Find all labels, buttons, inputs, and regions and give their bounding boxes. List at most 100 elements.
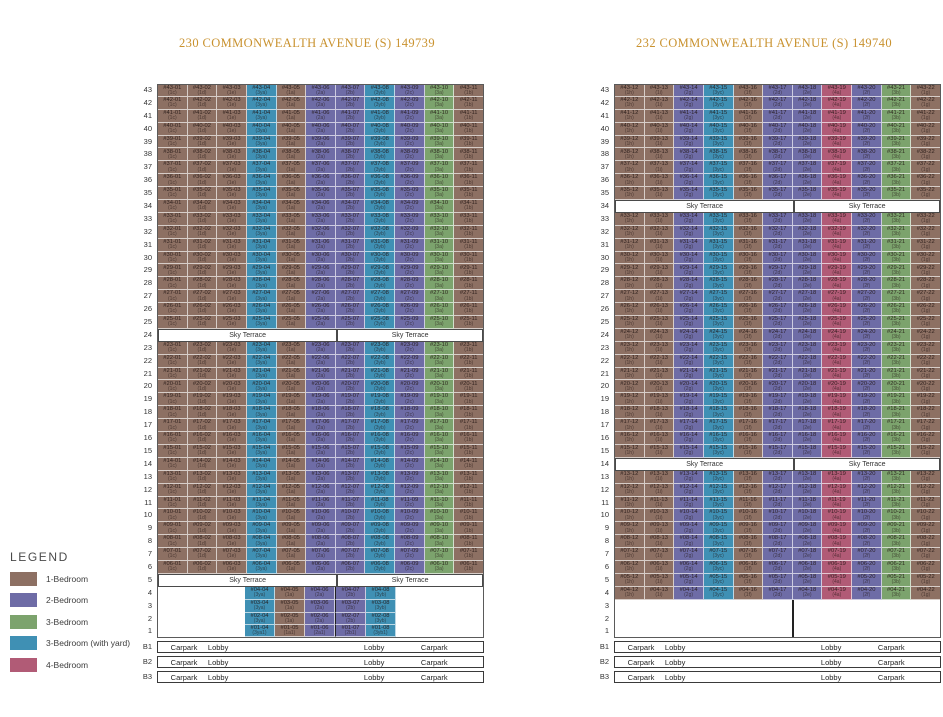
floor-row-26: 26 #26-12 (1h) #26-13 (1i) #26-14 (2g) #26-15 (3… xyxy=(587,303,941,317)
floor-label: 6 xyxy=(604,561,609,571)
unit-cell: #12-20 (2f) xyxy=(852,483,882,497)
empty-slot xyxy=(216,612,245,626)
floor-row-16: 16 #16-12 (1h) #16-13 (1i) #16-14 (2g) #16-15 (3… xyxy=(587,432,941,445)
floor-cells: #18-01 (1c) #18-02 (1d) #18-03 (1e) #18-04 (3ya… xyxy=(157,406,484,420)
floor-row-35: 35 #35-12 (1h) #35-13 (1i) #35-14 (2g) #35-15 (3… xyxy=(587,187,941,201)
unit-cell: #10-16 (1f) xyxy=(733,509,764,523)
unit-cell: #18-19 (4a) xyxy=(822,406,853,420)
unit-cell: #40-06 (2a) xyxy=(306,122,336,136)
unit-cell: #26-01 (1c) xyxy=(158,303,188,317)
floor-cells: #41-01 (1c) #41-02 (1d) #41-03 (1e) #41-04 (3ya… xyxy=(157,109,484,123)
unit-cell: #37-14 (2g) xyxy=(674,161,704,175)
unit-cell: #27-14 (2g) xyxy=(674,290,704,304)
unit-cell: #29-19 (4a) xyxy=(822,264,853,278)
unit-cell: #08-07 (2b) xyxy=(335,535,366,549)
unit-cell: #38-14 (2g) xyxy=(674,148,704,162)
unit-cell: #06-10 (3a) xyxy=(424,560,455,574)
unit-cell: #10-10 (3a) xyxy=(424,509,455,523)
unit-cell: #11-08 (3yb) xyxy=(365,496,396,510)
unit-cell: #26-20 (2f) xyxy=(852,303,882,317)
floor-cells: #06-12 (1h) #06-13 (1i) #06-14 (2g) #06-15 (3yc… xyxy=(614,560,941,574)
unit-cell: #10-04 (3ya) xyxy=(246,509,277,523)
unit-cell: #20-22 (1g) xyxy=(911,380,941,394)
unit-cell: #10-03 (1e) xyxy=(217,509,247,523)
unit-cell: #25-22 (1g) xyxy=(911,316,941,329)
unit-cell: #33-14 (2g) xyxy=(674,212,704,226)
unit-cell: #17-12 (1h) xyxy=(615,419,645,433)
unit-cell: #09-09 (2c) xyxy=(395,522,425,536)
floor-label: 34 xyxy=(143,201,152,211)
unit-cell: #07-07 (2b) xyxy=(335,548,366,561)
unit-cell: #18-01 (1c) xyxy=(158,406,188,420)
unit-cell: #27-05 (1a) xyxy=(276,290,307,304)
unit-cell: #26-16 (1f) xyxy=(733,303,764,317)
floor-row-29: 29 #29-01 (1c) #29-02 (1d) #29-03 (1e) #29-04 (3… xyxy=(130,264,484,278)
unit-cell: #03-08 (3yb) xyxy=(366,599,396,613)
unit-cell: #22-22 (1g) xyxy=(911,354,941,368)
unit-cell: #04-13 (1i) xyxy=(644,586,675,600)
unit-cell: #28-01 (1c) xyxy=(158,277,188,291)
unit-cell: #09-02 (1d) xyxy=(187,522,218,536)
basement-row-B2: B2 Carpark Lobby Lobby Carpark xyxy=(587,655,941,669)
unit-cell: #22-16 (1f) xyxy=(733,354,764,368)
floor-row-27: 27 #27-12 (1h) #27-13 (1i) #27-14 (2g) #27-15 (3… xyxy=(587,290,941,304)
unit-cell: #09-06 (2a) xyxy=(306,522,336,536)
unit-cell: #41-15 (3yc) xyxy=(703,109,734,123)
unit-cell: #36-08 (3yb) xyxy=(365,174,396,188)
floor-cells: #04-04 (3ya) #04-05 (1a) #04-06 (2a) #04-07 (2b… xyxy=(157,586,484,600)
floor-cells: #22-01 (1c) #22-02 (1d) #22-03 (1e) #22-04 (3ya… xyxy=(157,354,484,368)
floor-row-21: 21 #21-01 (1c) #21-02 (1d) #21-03 (1e) #21-04 (3… xyxy=(130,367,484,381)
floor-row-33: 33 #33-01 (1c) #33-02 (1d) #33-03 (1e) #33-04 (3… xyxy=(130,212,484,226)
unit-cell: #06-11 (1b) xyxy=(454,560,484,574)
unit-cell: #37-04 (3ya) xyxy=(246,161,277,175)
floor-label: 2 xyxy=(147,613,152,623)
basement-label: Carpark xyxy=(877,642,905,652)
unit-cell: #18-18 (2e) xyxy=(792,406,823,420)
unit-cell: #42-03 (1e) xyxy=(217,96,247,110)
unit-cell: #13-11 (1b) xyxy=(454,470,484,484)
unit-cell: #10-19 (4a) xyxy=(822,509,853,523)
floor-cells: #30-01 (1c) #30-02 (1d) #30-03 (1e) #30-04 (3ya… xyxy=(157,251,484,265)
floor-label: 28 xyxy=(600,278,609,288)
floor-cells: #17-01 (1c) #17-02 (1d) #17-03 (1e) #17-04 (3ya… xyxy=(157,419,484,433)
unit-cell: #36-09 (2c) xyxy=(395,174,425,188)
sky-terrace: Sky Terrace xyxy=(337,573,483,587)
unit-cell: #19-21 (3b) xyxy=(881,393,912,407)
unit-cell: #41-11 (1b) xyxy=(454,109,484,123)
unit-cell: #10-18 (2e) xyxy=(792,509,823,523)
unit-cell: #27-13 (1i) xyxy=(644,290,675,304)
floor-cells: #19-12 (1h) #19-13 (1i) #19-14 (2g) #19-15 (3yc… xyxy=(614,393,941,407)
legend-label-1-bedroom: 1-Bedroom xyxy=(46,573,89,584)
unit-cell: #31-06 (2a) xyxy=(306,238,336,252)
unit-cell: #23-22 (1g) xyxy=(911,341,941,355)
unit-cell: #33-06 (2a) xyxy=(306,212,336,226)
floor-row-41: 41 #41-12 (1h) #41-13 (1i) #41-14 (2g) #41-15 (3… xyxy=(587,109,941,123)
basement-cells: Carpark Lobby Lobby Carpark xyxy=(614,670,941,683)
unit-cell: #10-12 (1h) xyxy=(615,509,645,523)
unit-cell: #25-19 (4a) xyxy=(822,316,853,329)
floor-cells: #14-01 (1c) #14-02 (1d) #14-03 (1e) #14-04 (3ya… xyxy=(157,457,484,471)
unit-cell: #02-08 (3yb) xyxy=(366,612,396,626)
floor-cells: #26-01 (1c) #26-02 (1d) #26-03 (1e) #26-04 (3ya… xyxy=(157,303,484,317)
tower-230-basement-grid: B1 Carpark Lobby Lobby Carpark B2 Carpark Lobby… xyxy=(130,640,484,683)
unit-cell: #16-16 (1f) xyxy=(733,432,764,445)
floor-cells: #09-12 (1h) #09-13 (1i) #09-14 (2g) #09-15 (3yc… xyxy=(614,522,941,536)
unit-cell: #31-07 (2b) xyxy=(335,238,366,252)
unit-cell: #18-02 (1d) xyxy=(187,406,218,420)
floor-label: 2 xyxy=(604,613,609,623)
floor-label: 1 xyxy=(604,626,609,636)
unit-cell: #31-01 (1c) xyxy=(158,238,188,252)
tower-232: 232 COMMONWEALTH AVENUE (S) 149740 43 #43… xyxy=(587,36,941,683)
unit-cell: #30-04 (3ya) xyxy=(246,251,277,265)
unit-cell: #41-01 (1c) xyxy=(158,109,188,123)
unit-cell: #38-22 (1g) xyxy=(911,148,941,162)
unit-cell: #39-09 (2c) xyxy=(395,135,425,149)
floor-label: 26 xyxy=(143,304,152,314)
unit-cell: #35-08 (3yb) xyxy=(365,187,396,201)
unit-cell: #31-22 (1g) xyxy=(911,238,941,252)
unit-cell: #02-07 (2b) xyxy=(335,612,366,626)
unit-cell: #04-21 (3b) xyxy=(881,586,912,600)
unit-cell: #13-05 (1a) xyxy=(276,470,307,484)
unit-cell: #25-18 (2e) xyxy=(792,316,823,329)
unit-cell: #16-19 (4a) xyxy=(822,432,853,445)
